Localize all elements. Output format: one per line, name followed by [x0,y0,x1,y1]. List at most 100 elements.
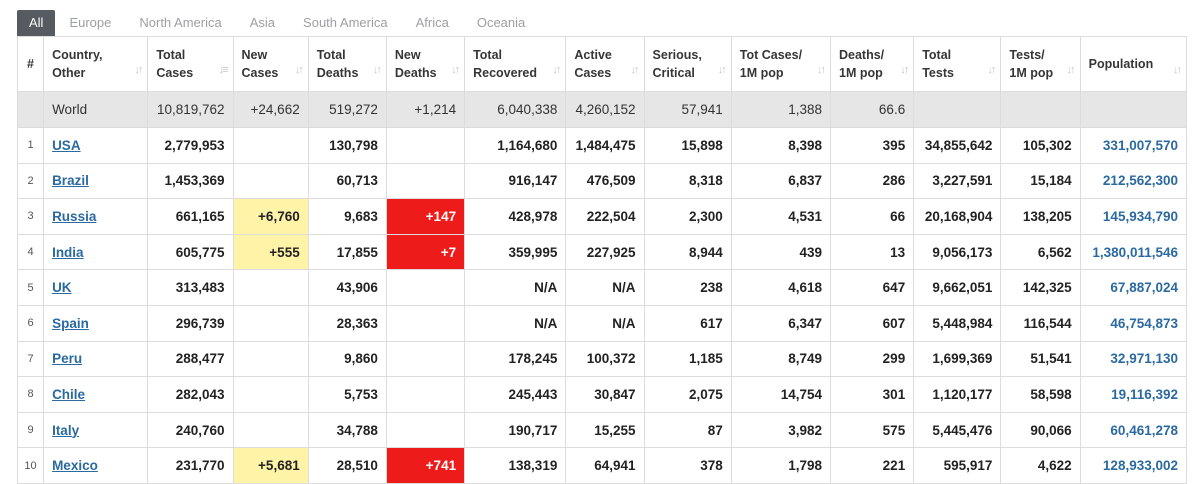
population-cell: 1,380,011,546 [1079,233,1187,271]
new-deaths-cell [385,304,466,342]
serious-critical-cell: 57,941 [643,91,732,128]
population-link[interactable]: 128,933,002 [1102,458,1178,474]
country-link[interactable]: Italy [52,422,80,438]
new-deaths-cell [385,340,466,378]
active-cases-cell: 1,484,475 [565,127,645,164]
population-link[interactable]: 145,934,790 [1102,208,1178,224]
sort-arrows-icon[interactable]: ↓↑ [294,64,304,76]
population-link[interactable]: 331,007,570 [1102,137,1178,153]
sort-arrows-icon[interactable]: ↓↑ [817,64,826,76]
population-link[interactable]: 1,380,011,546 [1092,244,1178,260]
active-cases-cell: 222,504 [565,198,645,235]
serious-critical-cell: 15,898 [643,127,732,164]
rank-cell: 8 [17,376,45,413]
tests-per-1m-cell: 138,205 [1000,198,1081,235]
cases-per-1m-cell: 8,749 [730,340,832,378]
sort-arrows-icon[interactable]: ↓↑ [630,64,640,76]
serious-critical-cell: 8,318 [643,162,732,200]
country-link[interactable]: USA [52,137,81,153]
deaths-per-1m-cell: 647 [829,269,915,306]
sort-arrows-icon[interactable]: ↓↑ [372,64,382,76]
tab-oceania[interactable]: Oceania [476,15,526,30]
tab-asia[interactable]: Asia [249,15,276,30]
header-label-line1: Country, [52,48,103,62]
new-deaths-cell [385,127,466,164]
country-link[interactable]: Russia [52,208,97,224]
new-cases-cell [232,269,309,306]
new-cases-cell: +6,760 [232,198,309,235]
country-cell: World [43,91,149,128]
population-link[interactable]: 212,562,300 [1102,173,1178,189]
country-link[interactable]: Peru [52,351,83,367]
total-deaths-cell: 9,683 [307,198,387,235]
deaths-per-1m-cell: 13 [829,233,915,271]
table-row: 10 Mexico 231,770 +5,681 28,510 +741 138,319 64… [17,447,1187,484]
column-header-total-recovered[interactable]: Total Recovered ↓↑ [464,36,567,92]
total-recovered-cell: N/A [464,304,567,342]
sort-arrows-icon[interactable]: ↓↑ [134,64,143,76]
column-header-population[interactable]: Population ↓↑ [1079,36,1187,92]
table-row: 4 India 605,775 +555 17,855 +7 359,995 227,925 8… [17,233,1187,271]
tab-north-america[interactable]: North America [139,15,222,30]
column-header-cases-per-1m[interactable]: Tot Cases/1M pop ↓↑ [730,36,832,92]
country-link[interactable]: Chile [52,386,86,402]
column-header-country[interactable]: Country, Other ↓↑ [43,36,149,92]
column-header-new-deaths[interactable]: New Deaths ↓↑ [385,36,466,92]
population-link[interactable]: 46,754,873 [1110,315,1178,331]
country-cell: Russia [43,198,149,235]
column-header-total-deaths[interactable]: Total Deaths ↓↑ [307,36,387,92]
column-header-total-tests[interactable]: Total Tests ↓↑ [913,36,1002,92]
population-link[interactable]: 19,116,392 [1111,386,1178,402]
new-deaths-cell: +741 [385,447,466,484]
cases-per-1m-cell: 6,347 [730,304,832,342]
tests-per-1m-cell: 116,544 [1000,304,1081,342]
active-cases-cell: N/A [565,269,645,306]
total-recovered-cell: 138,319 [464,447,567,484]
country-link[interactable]: Mexico [52,458,98,474]
country-link[interactable]: Spain [52,315,89,331]
deaths-per-1m-cell: 395 [829,127,915,164]
tab-europe[interactable]: Europe [69,15,112,30]
country-link[interactable]: UK [52,280,72,296]
active-cases-cell: 4,260,152 [565,91,645,128]
sort-arrows-icon[interactable]: ↓↑ [900,64,909,76]
total-deaths-cell: 9,860 [307,340,387,378]
new-deaths-cell [385,269,466,306]
column-header-tests-per-1m[interactable]: Tests/1M pop ↓↑ [1000,36,1081,92]
population-cell: 46,754,873 [1079,304,1187,342]
cases-per-1m-cell: 14,754 [730,376,832,413]
total-cases-cell: 231,770 [147,447,234,484]
column-header-new-cases[interactable]: New Cases ↓↑ [232,36,309,92]
column-header-deaths-per-1m[interactable]: Deaths/1M pop ↓↑ [829,36,915,92]
tab-all[interactable]: All [17,10,56,36]
header-label-line1: Tests/ [1009,48,1045,62]
column-header-total-cases[interactable]: Total Cases ↓≡ [147,36,234,92]
table-row: 2 Brazil 1,453,369 60,713 916,147 476,509 8,31… [17,162,1187,200]
tab-south-america[interactable]: South America [303,15,388,30]
country-cell: UK [43,269,149,306]
country-link[interactable]: Brazil [52,173,89,189]
sort-arrows-icon[interactable]: ↓↑ [552,64,561,76]
population-link[interactable]: 32,971,130 [1110,351,1178,367]
header-label-line2: Cases [241,66,279,80]
sort-arrows-icon[interactable]: ↓↑ [451,64,460,76]
country-link[interactable]: India [52,244,84,260]
sort-arrows-icon[interactable]: ↓↑ [717,64,727,76]
table-row: 3 Russia 661,165 +6,760 9,683 +147 428,978 222,… [17,198,1187,235]
new-cases-cell [232,162,309,200]
active-cases-cell: 30,847 [565,376,645,413]
sort-arrows-icon[interactable]: ↓≡ [218,64,229,76]
population-link[interactable]: 67,887,024 [1110,280,1178,296]
new-deaths-cell [385,162,466,200]
sort-arrows-icon[interactable]: ↓↑ [987,64,996,76]
population-link[interactable]: 60,461,278 [1110,422,1178,438]
column-header-serious-critical[interactable]: Serious, Critical ↓↑ [643,36,732,92]
total-cases-cell: 240,760 [147,411,234,449]
sort-arrows-icon[interactable]: ↓↑ [1173,64,1182,76]
sort-arrows-icon[interactable]: ↓↑ [1066,64,1076,76]
header-label-line2: 1M pop [739,66,784,80]
total-cases-cell: 1,453,369 [147,162,234,200]
column-header-active-cases[interactable]: Active Cases ↓↑ [565,36,645,92]
tab-africa[interactable]: Africa [415,15,449,30]
tests-per-1m-cell: 142,325 [1000,269,1081,306]
